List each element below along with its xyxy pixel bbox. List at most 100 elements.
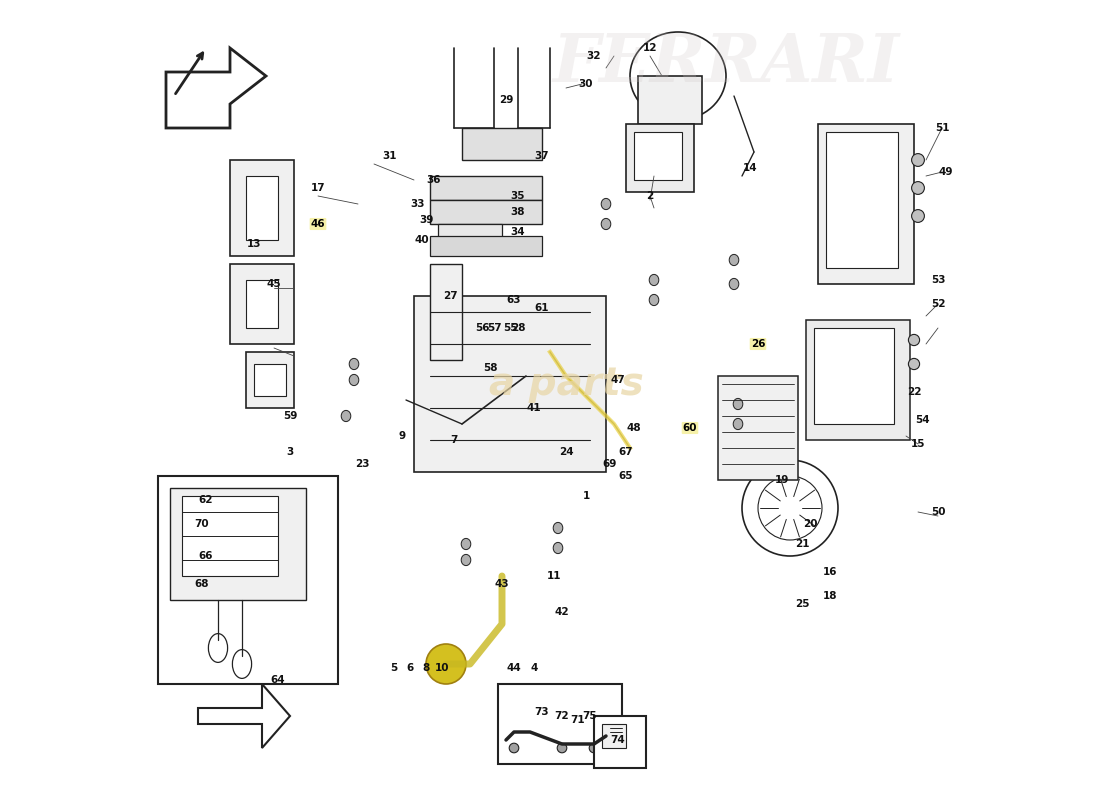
Text: 40: 40	[415, 235, 429, 245]
Text: 3: 3	[286, 447, 294, 457]
Bar	[638, 76, 702, 124]
Text: 10: 10	[434, 663, 449, 673]
Text: 57: 57	[486, 323, 502, 333]
Text: 66: 66	[199, 551, 213, 561]
Text: 33: 33	[410, 199, 426, 209]
Bar	[246, 352, 294, 408]
Bar	[814, 328, 894, 424]
Ellipse shape	[553, 542, 563, 554]
Text: FERRARI: FERRARI	[552, 31, 900, 97]
Text: 16: 16	[823, 567, 837, 577]
Bar	[158, 476, 338, 684]
Text: 69: 69	[603, 459, 617, 469]
Text: 62: 62	[199, 495, 213, 505]
Ellipse shape	[602, 198, 610, 210]
Text: 37: 37	[535, 151, 549, 161]
Text: 64: 64	[271, 675, 285, 685]
Text: 25: 25	[794, 599, 810, 609]
Ellipse shape	[590, 743, 598, 753]
Ellipse shape	[426, 644, 466, 684]
Ellipse shape	[909, 334, 920, 346]
Ellipse shape	[729, 254, 739, 266]
Ellipse shape	[912, 154, 924, 166]
Text: 61: 61	[535, 303, 549, 313]
Text: 58: 58	[483, 363, 497, 373]
Text: 67: 67	[618, 447, 634, 457]
Bar	[430, 200, 542, 224]
Text: 31: 31	[383, 151, 397, 161]
Text: 13: 13	[246, 239, 262, 249]
Text: 47: 47	[610, 375, 626, 385]
Bar	[246, 280, 278, 328]
Ellipse shape	[912, 210, 924, 222]
Text: 65: 65	[618, 471, 634, 481]
Text: 8: 8	[422, 663, 430, 673]
Text: 71: 71	[571, 715, 585, 725]
Ellipse shape	[349, 358, 359, 370]
Bar	[430, 264, 462, 360]
Text: 26: 26	[750, 339, 766, 349]
Text: 53: 53	[931, 275, 945, 285]
Text: 55: 55	[503, 323, 517, 333]
Bar	[462, 128, 542, 160]
Text: 14: 14	[742, 163, 757, 173]
Ellipse shape	[461, 554, 471, 566]
Text: 28: 28	[510, 323, 526, 333]
Text: 2: 2	[647, 191, 653, 201]
Text: 38: 38	[510, 207, 526, 217]
Ellipse shape	[602, 218, 610, 230]
Bar	[170, 488, 306, 600]
Text: 54: 54	[915, 415, 930, 425]
Ellipse shape	[558, 743, 566, 753]
Text: 4: 4	[530, 663, 538, 673]
Ellipse shape	[734, 418, 742, 430]
Polygon shape	[166, 48, 266, 128]
Ellipse shape	[729, 278, 739, 290]
Text: 29: 29	[498, 95, 514, 105]
Text: 17: 17	[310, 183, 326, 193]
Text: 5: 5	[390, 663, 397, 673]
Ellipse shape	[461, 538, 471, 550]
Bar	[414, 296, 606, 472]
Text: 20: 20	[803, 519, 817, 529]
Text: 11: 11	[547, 571, 561, 581]
Ellipse shape	[649, 274, 659, 286]
Ellipse shape	[912, 182, 924, 194]
Ellipse shape	[734, 398, 742, 410]
Bar	[806, 320, 910, 440]
Text: 39: 39	[419, 215, 433, 225]
Text: 59: 59	[283, 411, 297, 421]
Text: 30: 30	[579, 79, 593, 89]
Bar	[594, 716, 646, 768]
Text: 48: 48	[627, 423, 641, 433]
Text: 41: 41	[527, 403, 541, 413]
Text: 18: 18	[823, 591, 837, 601]
Text: 70: 70	[195, 519, 209, 529]
Bar	[626, 124, 694, 192]
Text: 22: 22	[906, 387, 922, 397]
Bar	[182, 496, 278, 576]
Text: 74: 74	[610, 735, 626, 745]
Text: a parts: a parts	[488, 365, 644, 403]
Text: 36: 36	[427, 175, 441, 185]
Text: 1: 1	[582, 491, 590, 501]
Text: 19: 19	[774, 475, 789, 485]
Text: 43: 43	[495, 579, 509, 589]
Ellipse shape	[553, 522, 563, 534]
Text: 75: 75	[583, 711, 597, 721]
Text: 46: 46	[310, 219, 326, 229]
Text: 35: 35	[510, 191, 526, 201]
Text: 49: 49	[938, 167, 954, 177]
Polygon shape	[198, 684, 290, 748]
Text: 50: 50	[931, 507, 945, 517]
Bar	[602, 724, 626, 748]
Text: 21: 21	[794, 539, 810, 549]
Bar	[498, 684, 622, 764]
Bar	[230, 160, 294, 256]
Text: 27: 27	[442, 291, 458, 301]
Bar	[826, 132, 898, 268]
Ellipse shape	[649, 294, 659, 306]
Text: 34: 34	[510, 227, 526, 237]
Text: 42: 42	[554, 607, 570, 617]
Text: 52: 52	[931, 299, 945, 309]
